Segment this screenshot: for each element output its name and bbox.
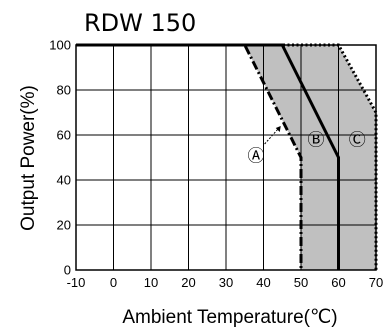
x-tick-label: 20 — [181, 275, 195, 290]
series-label: Ⓒ — [349, 131, 366, 151]
y-tick-label: 20 — [57, 218, 71, 233]
series-marker-2: Ⓒ — [349, 131, 366, 151]
series-line-2 — [76, 43, 378, 270]
x-tick-label: -10 — [67, 275, 86, 290]
x-tick-label: 0 — [110, 275, 117, 290]
series-label: Ⓑ — [308, 131, 325, 151]
x-tick-label: 30 — [219, 275, 233, 290]
y-tick-label: 80 — [57, 83, 71, 98]
series-label: Ⓐ — [248, 146, 265, 166]
y-tick-label: 100 — [49, 38, 71, 53]
y-tick-label: 0 — [64, 263, 71, 278]
series-marker-layer: Ⓐ Ⓑ Ⓒ — [248, 125, 366, 166]
x-tick-label: 60 — [331, 275, 345, 290]
x-axis-title: Ambient Temperature(℃) — [122, 307, 337, 328]
series-layer — [76, 43, 378, 270]
x-tick-label: 70 — [369, 275, 383, 290]
x-tick-label: 40 — [256, 275, 270, 290]
y-tick-label: 40 — [57, 173, 71, 188]
series-line-1 — [76, 43, 340, 270]
marker-a-leader-line — [264, 125, 282, 145]
x-tick-label: 50 — [294, 275, 308, 290]
arrowhead-icon — [275, 126, 281, 132]
series-marker-1: Ⓑ — [308, 131, 325, 151]
series-marker-0: Ⓐ — [248, 146, 265, 166]
y-axis-title: Output Power(%) — [18, 85, 39, 231]
x-tick-label: 10 — [144, 275, 158, 290]
chart-title: RDW 150 — [84, 9, 196, 37]
y-tick-label: 60 — [57, 128, 71, 143]
